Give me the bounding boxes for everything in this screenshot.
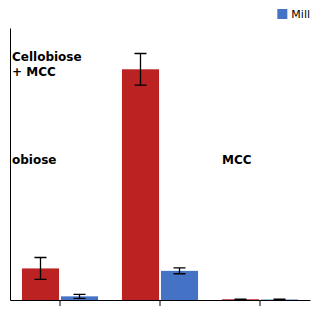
bar — [222, 299, 259, 300]
chart: obiose Cellobiose+ MCC MCC Mill — [0, 0, 320, 320]
error-bar — [134, 54, 146, 86]
error-bar — [74, 294, 86, 298]
bar — [122, 69, 159, 300]
y-axis-line — [10, 29, 11, 301]
x-tick-mark — [60, 300, 61, 306]
x-axis — [11, 300, 311, 306]
legend-item: Mill — [277, 8, 310, 21]
bar — [261, 299, 298, 300]
series — [22, 54, 259, 301]
error-bar — [274, 299, 286, 300]
legend-swatch — [277, 9, 287, 19]
error-bar — [34, 258, 46, 280]
plot-area — [22, 54, 298, 301]
error-bar — [234, 298, 246, 300]
x-tick-mark — [260, 300, 261, 306]
legend-label: Mill — [291, 8, 310, 21]
series — [61, 268, 298, 300]
x-tick-mark — [160, 300, 161, 306]
annotation: MCC — [222, 153, 252, 167]
annotation: obiose — [12, 153, 56, 167]
x-tick — [160, 300, 161, 306]
annotation: Cellobiose+ MCC — [12, 50, 82, 79]
x-tick — [60, 300, 61, 306]
legend: Mill — [277, 8, 310, 21]
y-axis — [10, 29, 11, 301]
x-tick — [260, 300, 261, 306]
error-bar — [174, 268, 186, 274]
bar — [161, 271, 198, 300]
